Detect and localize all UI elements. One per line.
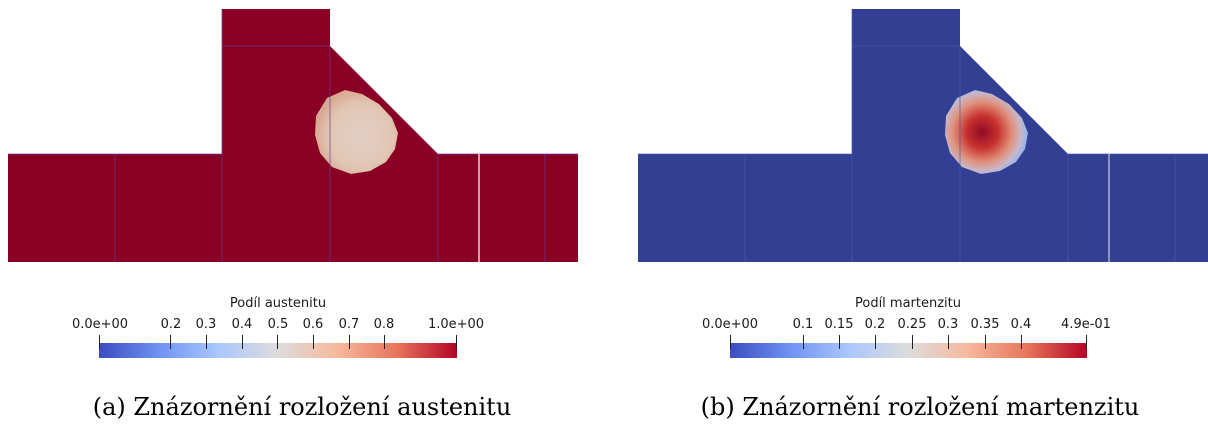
martensite-panel: Podíl martenzitu 0.0e+00 0.1 0.15 0.2 0.… bbox=[630, 0, 1208, 441]
martensite-hot-spot bbox=[945, 90, 1028, 174]
colorbar-tick bbox=[384, 335, 385, 349]
austenite-panel: Podíl austenitu 0.0e+00 0.2 0.3 0.4 0.5 … bbox=[8, 9, 578, 421]
figure-caption-a: (a) Znázornění rozložení austenitu bbox=[92, 393, 512, 421]
martensite-domain bbox=[638, 9, 1208, 262]
martensite-mesh-lines bbox=[638, 9, 1208, 262]
colorbar-label: 0.15 bbox=[824, 317, 854, 332]
colorbar-tick bbox=[277, 335, 278, 349]
colorbar-label-max: 4.9e-01 bbox=[1061, 317, 1111, 332]
colorbar-label: 0.2 bbox=[864, 317, 886, 332]
colorbar-label: 0.4 bbox=[1010, 317, 1032, 332]
colorbar-label: 0.8 bbox=[373, 317, 395, 332]
colorbar-label: 0.2 bbox=[160, 317, 182, 332]
martensite-colorbar bbox=[730, 343, 1087, 358]
colorbar-label-min: 0.0e+00 bbox=[71, 317, 129, 332]
martensite-mesh-plot bbox=[638, 9, 1208, 262]
colorbar-tick bbox=[875, 335, 876, 349]
colorbar-label: 0.3 bbox=[195, 317, 217, 332]
colorbar-label: 0.1 bbox=[792, 317, 814, 332]
figure-caption-b: (b) Znázornění rozložení martenzitu bbox=[700, 393, 1140, 421]
colorbar-label: 0.25 bbox=[897, 317, 927, 332]
colorbar-label: 0.3 bbox=[937, 317, 959, 332]
colorbar-tick bbox=[313, 335, 314, 349]
colorbar-tick bbox=[912, 335, 913, 349]
austenite-domain bbox=[8, 9, 578, 262]
austenite-hot-spot bbox=[315, 90, 398, 174]
colorbar-label: 0.7 bbox=[338, 317, 360, 332]
colorbar-tick bbox=[206, 335, 207, 349]
colorbar-label: 0.6 bbox=[302, 317, 324, 332]
colorbar-tick bbox=[456, 335, 457, 349]
colorbar-tick bbox=[948, 335, 949, 349]
colorbar-tick bbox=[242, 335, 243, 349]
colorbar-label: 0.4 bbox=[231, 317, 253, 332]
austenite-mesh-plot bbox=[8, 9, 578, 262]
austenite-mesh-lines bbox=[8, 9, 578, 262]
colorbar-tick bbox=[839, 335, 840, 349]
colorbar-title: Podíl austenitu bbox=[229, 296, 327, 311]
colorbar-tick bbox=[803, 335, 804, 349]
colorbar-label: 0.35 bbox=[970, 317, 1000, 332]
colorbar-tick bbox=[985, 335, 986, 349]
colorbar-tick bbox=[349, 335, 350, 349]
colorbar-label: 0.5 bbox=[267, 317, 289, 332]
austenite-colorbar bbox=[99, 343, 457, 358]
colorbar-tick bbox=[1021, 335, 1022, 349]
colorbar-label-max: 1.0e+00 bbox=[427, 317, 485, 332]
colorbar-title: Podíl martenzitu bbox=[854, 296, 962, 311]
colorbar-tick bbox=[170, 335, 171, 349]
colorbar-tick bbox=[99, 335, 100, 349]
colorbar-tick bbox=[730, 335, 731, 349]
colorbar-label-min: 0.0e+00 bbox=[701, 317, 759, 332]
colorbar-tick bbox=[1086, 335, 1087, 349]
